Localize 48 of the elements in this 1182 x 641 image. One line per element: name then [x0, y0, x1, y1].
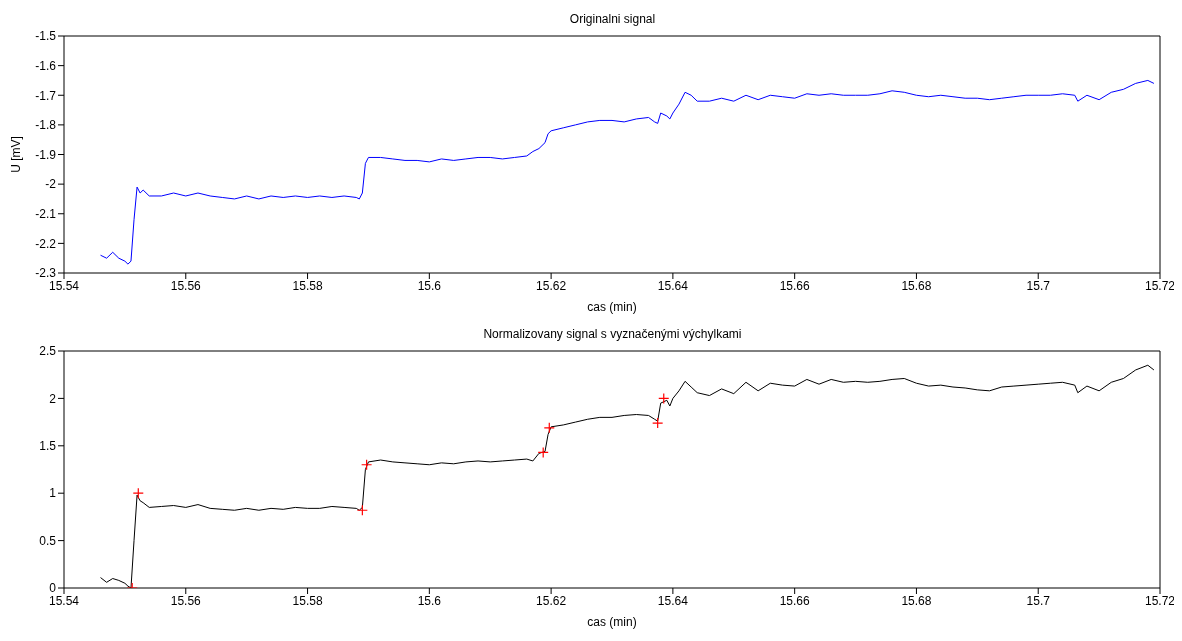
x-tick-label: 15.56	[170, 593, 202, 608]
x-tick-label: 15.64	[657, 593, 689, 608]
y-axis-title: U [mV]	[9, 136, 24, 173]
x-tick-label: 15.56	[170, 278, 202, 293]
point	[361, 459, 373, 471]
point	[658, 392, 670, 404]
x-tick-label: 15.62	[536, 278, 567, 293]
x-tick-label: 15.66	[779, 278, 811, 293]
y-tick-label: 1.5	[39, 439, 57, 454]
x-tick-label: 15.7	[1026, 593, 1051, 608]
line-series	[100, 79, 1155, 265]
x-tick-label: 15.66	[779, 593, 811, 608]
x-tick-label: 15.72	[1144, 278, 1176, 293]
x-tick-label: 15.58	[292, 278, 323, 293]
y-tick-label: -2.2	[35, 236, 57, 251]
y-tick-label: 1	[49, 486, 57, 501]
x-tick-label: 15.64	[657, 278, 689, 293]
x-tick-label: 15.68	[901, 278, 932, 293]
x-tick-label: 15.6	[417, 278, 442, 293]
x-tick-label: 15.54	[48, 593, 80, 608]
y-tick-label: -1.7	[35, 88, 57, 103]
y-tick-label: 0	[49, 581, 57, 596]
y-tick-label: -2	[45, 177, 57, 192]
x-tick-label: 15.7	[1026, 278, 1051, 293]
point	[132, 487, 144, 499]
x-tick-label: 15.54	[48, 278, 80, 293]
point	[537, 446, 549, 459]
y-tick-label: 0.5	[39, 533, 57, 548]
y-tick-label: -1.6	[35, 58, 57, 73]
y-tick-label: -2.1	[35, 207, 57, 222]
y-tick-label: 2.5	[39, 344, 57, 359]
y-tick-label: -1.8	[35, 118, 57, 133]
x-tick-label: 15.62	[536, 593, 567, 608]
x-tick-label: 15.58	[292, 593, 323, 608]
x-axis-title: cas (min)	[587, 615, 637, 629]
point	[652, 417, 664, 429]
x-axis-title: cas (min)	[587, 300, 637, 314]
chart-title: Originalni signal	[568, 12, 657, 26]
y-tick-label: 2	[49, 391, 57, 406]
y-tick-label: -1.9	[35, 147, 57, 162]
x-tick-label: 15.68	[901, 593, 932, 608]
y-tick-label: -1.5	[35, 29, 57, 44]
x-tick-label: 15.72	[1144, 593, 1176, 608]
chart-title: Normalizovany signal s vyznačenými výchylkami	[482, 327, 743, 341]
point	[543, 422, 555, 434]
y-tick-label: -2.3	[35, 266, 57, 281]
point	[356, 504, 368, 516]
x-tick-label: 15.6	[417, 593, 442, 608]
